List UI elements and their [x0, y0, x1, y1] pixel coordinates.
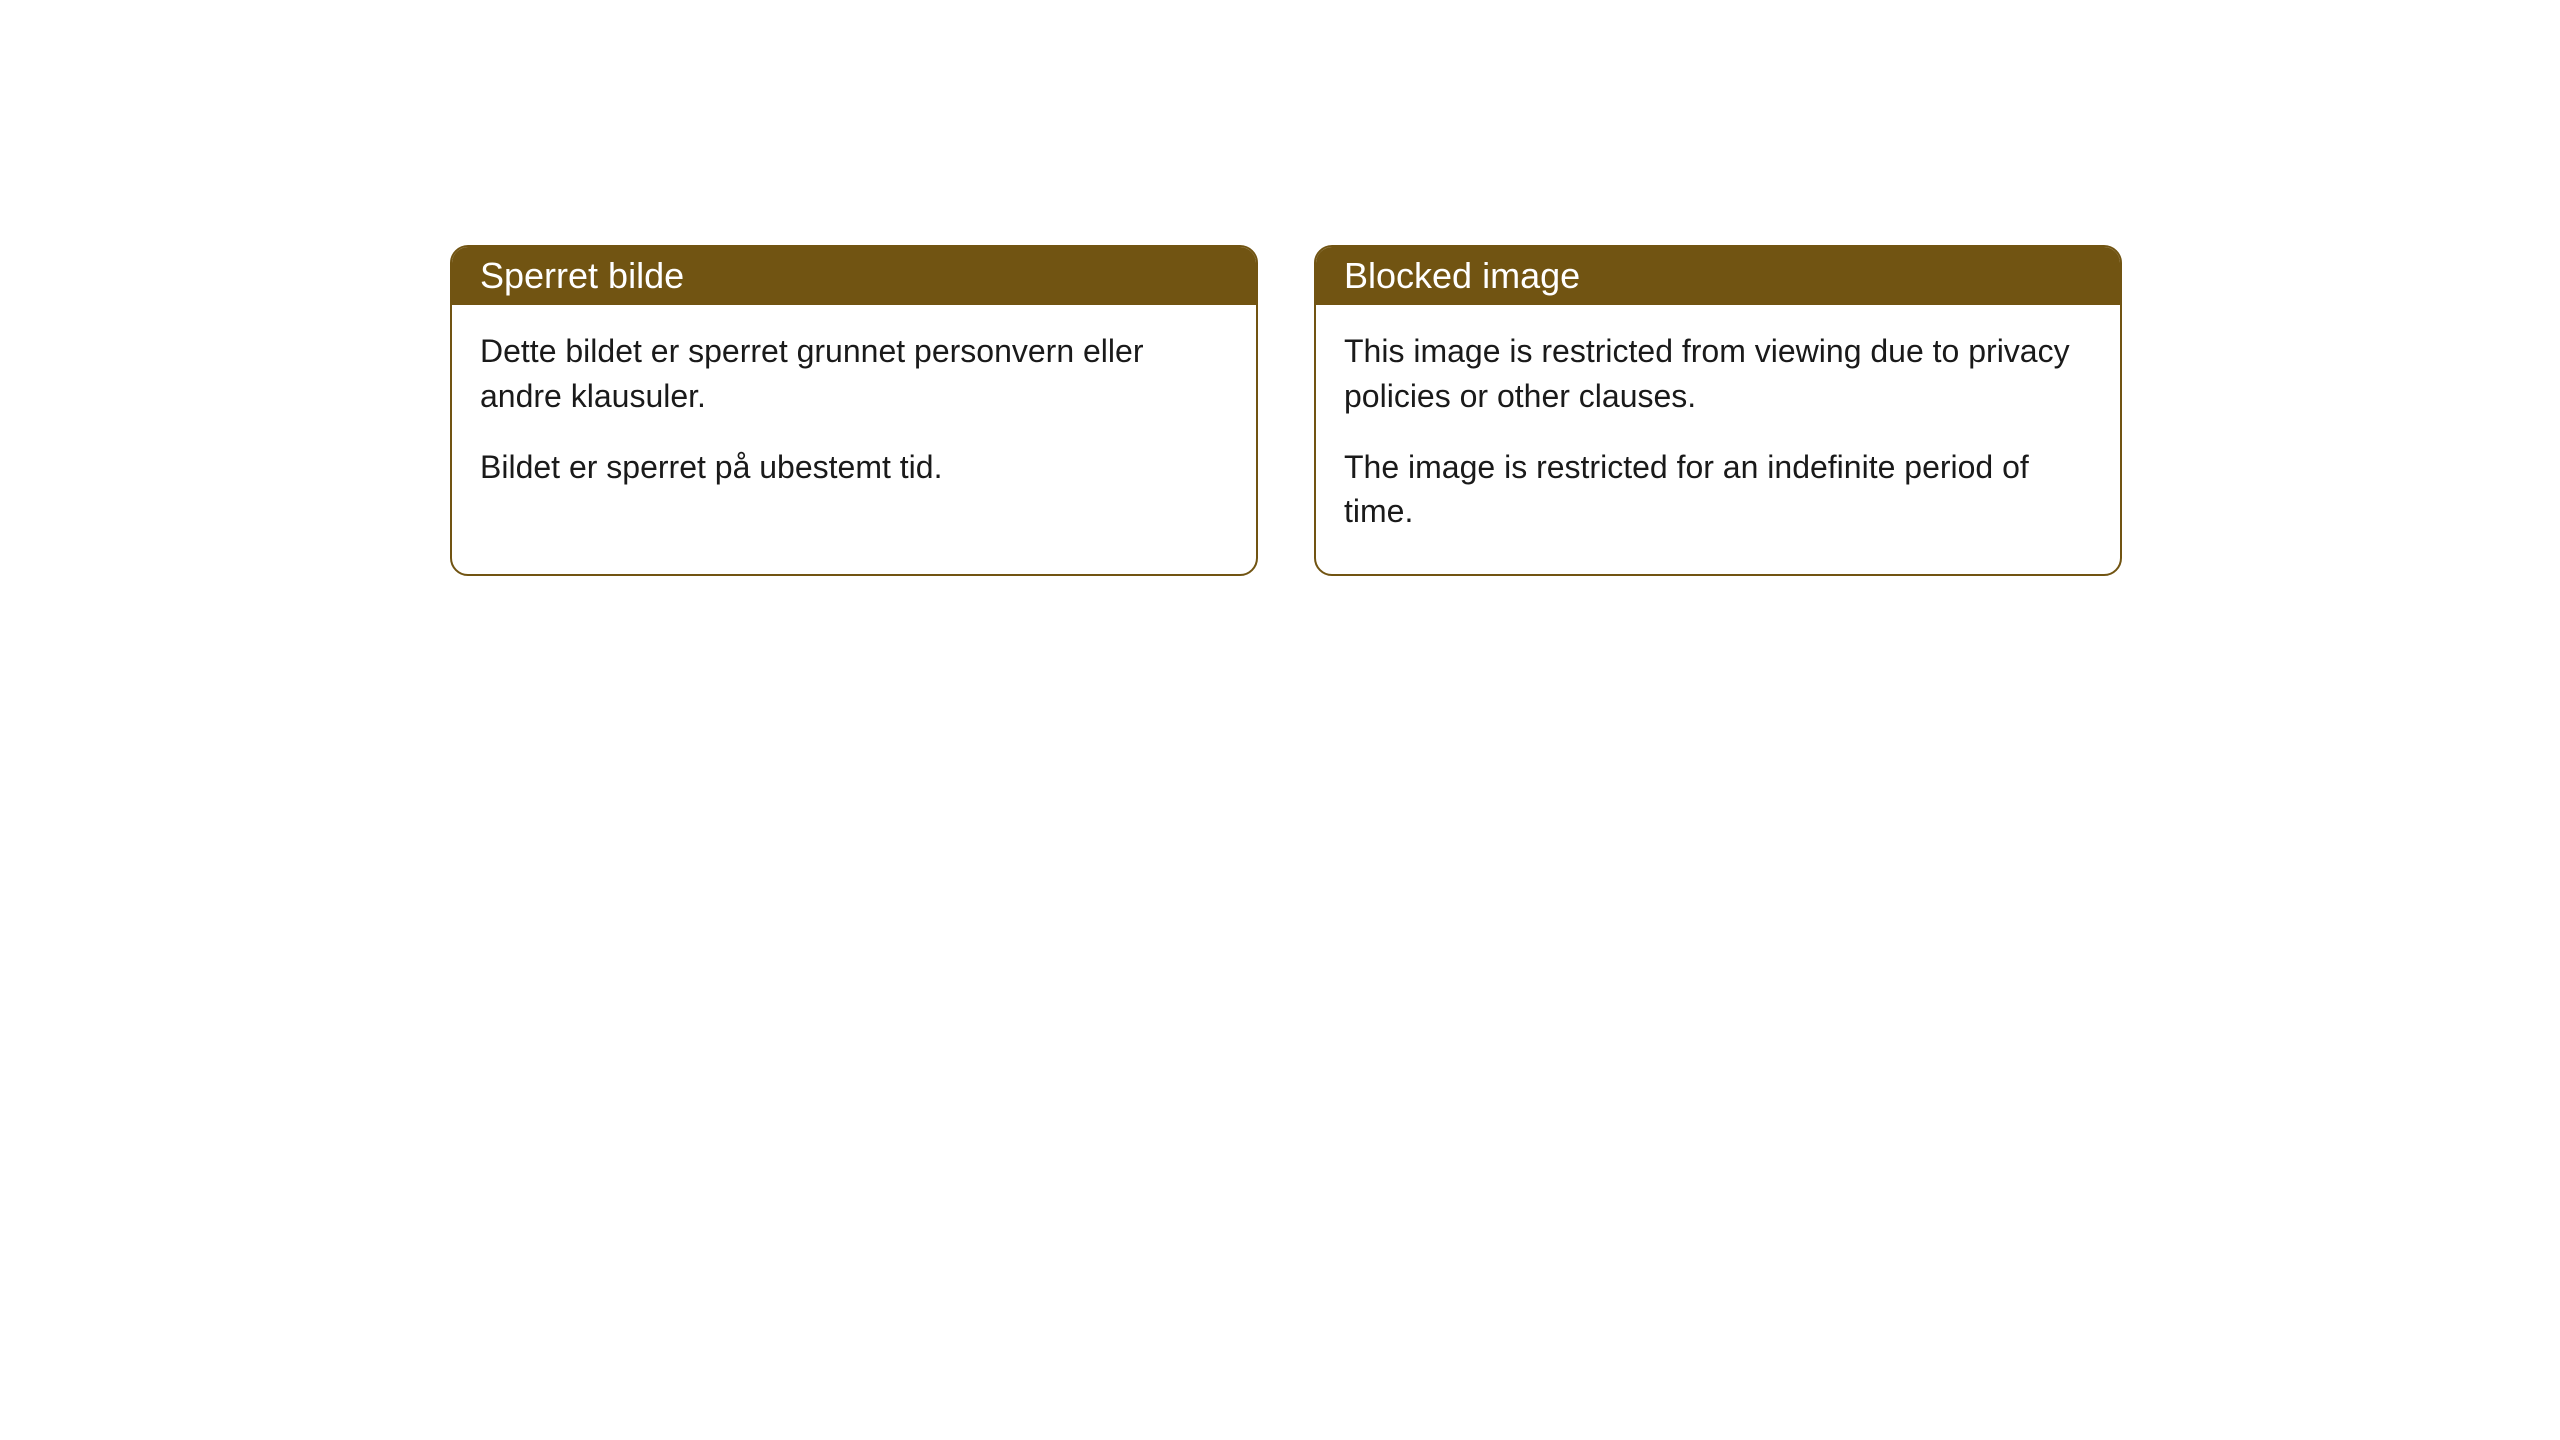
notice-card-norwegian: Sperret bilde Dette bildet er sperret gr…	[450, 245, 1258, 576]
card-body-norwegian: Dette bildet er sperret grunnet personve…	[452, 305, 1256, 529]
notice-cards-container: Sperret bilde Dette bildet er sperret gr…	[450, 245, 2560, 576]
card-paragraph-2-norwegian: Bildet er sperret på ubestemt tid.	[480, 445, 1228, 490]
card-header-norwegian: Sperret bilde	[452, 247, 1256, 305]
card-paragraph-2-english: The image is restricted for an indefinit…	[1344, 445, 2092, 535]
card-title-norwegian: Sperret bilde	[480, 255, 684, 296]
card-title-english: Blocked image	[1344, 255, 1580, 296]
card-paragraph-1-english: This image is restricted from viewing du…	[1344, 329, 2092, 419]
card-header-english: Blocked image	[1316, 247, 2120, 305]
notice-card-english: Blocked image This image is restricted f…	[1314, 245, 2122, 576]
card-paragraph-1-norwegian: Dette bildet er sperret grunnet personve…	[480, 329, 1228, 419]
card-body-english: This image is restricted from viewing du…	[1316, 305, 2120, 574]
